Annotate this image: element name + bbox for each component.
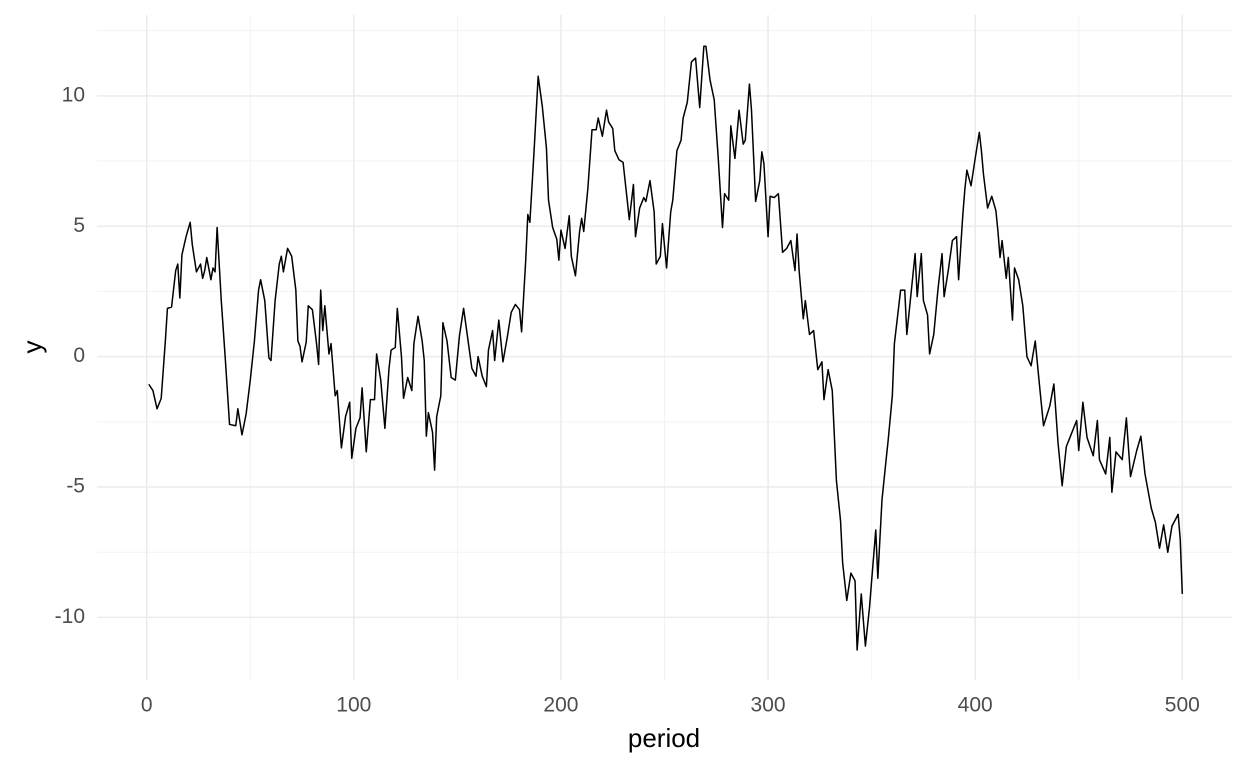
x-tick-label: 100 (336, 694, 371, 717)
y-tick-label: 10 (62, 83, 85, 106)
x-tick-label: 400 (958, 694, 993, 717)
y-tick-label: -10 (55, 605, 85, 628)
data-line (148, 45, 1184, 651)
x-axis-title: period (628, 723, 700, 753)
y-tick-label: 5 (73, 214, 85, 237)
x-tick-label: 200 (543, 694, 578, 717)
x-tick-label: 500 (1165, 694, 1200, 717)
y-tick-label: -5 (66, 475, 85, 498)
y-axis-title: y (17, 341, 47, 354)
y-tick-label: 0 (73, 344, 85, 367)
x-tick-label: 0 (141, 694, 153, 717)
x-tick-label: 300 (751, 694, 786, 717)
